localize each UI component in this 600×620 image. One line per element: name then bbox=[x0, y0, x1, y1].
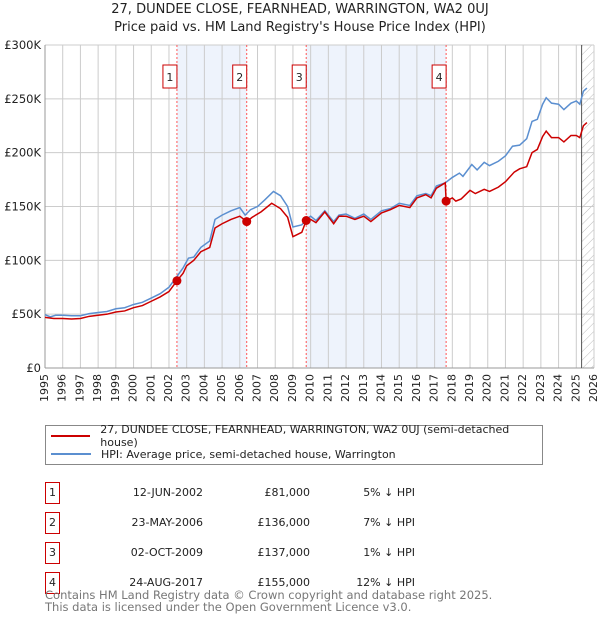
sale-marker-label: 2 bbox=[236, 71, 243, 84]
legend-swatch-blue bbox=[51, 453, 91, 455]
x-tick-label: 2002 bbox=[162, 374, 175, 402]
sale-point bbox=[242, 217, 252, 227]
sale-point bbox=[441, 196, 451, 206]
series-line-hpi bbox=[44, 87, 588, 318]
y-tick-label: £0 bbox=[26, 361, 41, 375]
y-tick-label: £250K bbox=[4, 92, 41, 106]
sale-date: 23-MAY-2006 bbox=[131, 516, 203, 529]
sale-number-badge: 4 bbox=[45, 572, 60, 594]
sale-price: £136,000 bbox=[257, 516, 311, 529]
x-tick-label: 2025 bbox=[569, 374, 582, 402]
legend-label: 27, DUNDEE CLOSE, FEARNHEAD, WARRINGTON,… bbox=[100, 423, 510, 449]
x-tick-label: 2006 bbox=[233, 374, 246, 402]
sale-price: £137,000 bbox=[257, 546, 311, 559]
x-tick-label: 2019 bbox=[463, 374, 476, 402]
sale-date: 24-AUG-2017 bbox=[129, 576, 203, 589]
series-line-property bbox=[44, 121, 588, 320]
legend-item-property: 27, DUNDEE CLOSE, FEARNHEAD, WARRINGTON,… bbox=[46, 423, 542, 449]
sale-date: 12-JUN-2002 bbox=[132, 486, 203, 499]
x-tick-label: 2015 bbox=[392, 374, 405, 402]
x-tick-label: 2008 bbox=[268, 374, 281, 402]
x-tick-label: 1998 bbox=[91, 374, 104, 402]
sale-marker-box bbox=[232, 64, 248, 89]
x-tick-label: 2017 bbox=[428, 374, 441, 402]
x-tick-label: 2023 bbox=[534, 374, 547, 402]
x-tick-label: 2003 bbox=[180, 374, 193, 402]
chart-subtitle: Price paid vs. HM Land Registry's House … bbox=[114, 20, 486, 35]
sale-price: £81,000 bbox=[264, 486, 311, 499]
x-tick-label: 2000 bbox=[127, 374, 140, 402]
footer-licence: This data is licensed under the Open Gov… bbox=[45, 600, 412, 614]
x-tick-label: 2012 bbox=[339, 374, 352, 402]
y-tick-label: £300K bbox=[4, 38, 41, 52]
x-tick-label: 2013 bbox=[357, 374, 370, 402]
x-tick-label: 2014 bbox=[374, 374, 387, 402]
sale-marker-box bbox=[162, 64, 178, 89]
x-tick-label: 2004 bbox=[197, 374, 210, 402]
sale-hpi-delta: 7% ↓ HPI bbox=[363, 516, 415, 529]
x-tick-label: 2022 bbox=[516, 374, 529, 402]
legend-label: HPI: Average price, semi-detached house,… bbox=[101, 447, 396, 461]
x-tick-label: 2016 bbox=[410, 374, 423, 402]
sale-hpi-delta: 5% ↓ HPI bbox=[363, 486, 415, 499]
legend-item-hpi: HPI: Average price, semi-detached house,… bbox=[46, 445, 396, 463]
sale-marker-label: 3 bbox=[296, 71, 303, 84]
chart-title: 27, DUNDEE CLOSE, FEARNHEAD, WARRINGTON,… bbox=[111, 2, 489, 17]
y-tick-label: £50K bbox=[12, 307, 42, 321]
sale-point bbox=[301, 215, 311, 225]
sale-marker-label: 1 bbox=[166, 71, 173, 84]
x-tick-label: 2001 bbox=[144, 374, 157, 402]
x-tick-label: 2024 bbox=[552, 374, 565, 402]
sale-marker-box bbox=[291, 64, 307, 89]
sale-number-badge: 2 bbox=[45, 512, 60, 534]
y-tick-label: £100K bbox=[4, 253, 41, 267]
legend-swatch-red bbox=[51, 435, 91, 437]
footer: Contains HM Land Registry data © Crown c… bbox=[45, 589, 492, 613]
sale-date: 02-OCT-2009 bbox=[130, 546, 203, 559]
sale-hpi-delta: 12% ↓ HPI bbox=[356, 576, 415, 589]
x-tick-label: 2021 bbox=[498, 374, 511, 402]
x-tick-label: 2005 bbox=[215, 374, 228, 402]
sale-marker-label: 4 bbox=[436, 71, 443, 84]
sale-hpi-delta: 1% ↓ HPI bbox=[363, 546, 415, 559]
y-tick-label: £200K bbox=[4, 146, 41, 160]
x-tick-label: 2020 bbox=[481, 374, 494, 402]
y-tick-label: £150K bbox=[4, 200, 41, 214]
sale-number-badge: 1 bbox=[45, 482, 60, 504]
x-tick-label: 2007 bbox=[251, 374, 264, 402]
sale-price: £155,000 bbox=[257, 576, 311, 589]
x-tick-label: 2010 bbox=[304, 374, 317, 402]
x-tick-label: 1997 bbox=[73, 374, 86, 402]
footer-copyright: Contains HM Land Registry data © Crown c… bbox=[45, 588, 493, 602]
x-tick-label: 1995 bbox=[38, 374, 51, 402]
price-chart: 1995 1996 1997 1998 1999 2000 2001 2002 2003 2004… bbox=[4, 38, 600, 402]
x-tick-label: 2009 bbox=[286, 374, 299, 402]
x-tick-label: 1999 bbox=[109, 374, 122, 402]
x-tick-label: 1996 bbox=[56, 374, 69, 402]
x-tick-label: 2018 bbox=[445, 374, 458, 402]
x-tick-label: 2011 bbox=[321, 374, 334, 402]
sale-number-badge: 3 bbox=[45, 542, 60, 564]
x-tick-label: 2026 bbox=[587, 374, 600, 402]
sale-point bbox=[172, 276, 182, 286]
sale-marker-box bbox=[431, 64, 447, 89]
legend: 27, DUNDEE CLOSE, FEARNHEAD, WARRINGTON,… bbox=[45, 423, 543, 465]
